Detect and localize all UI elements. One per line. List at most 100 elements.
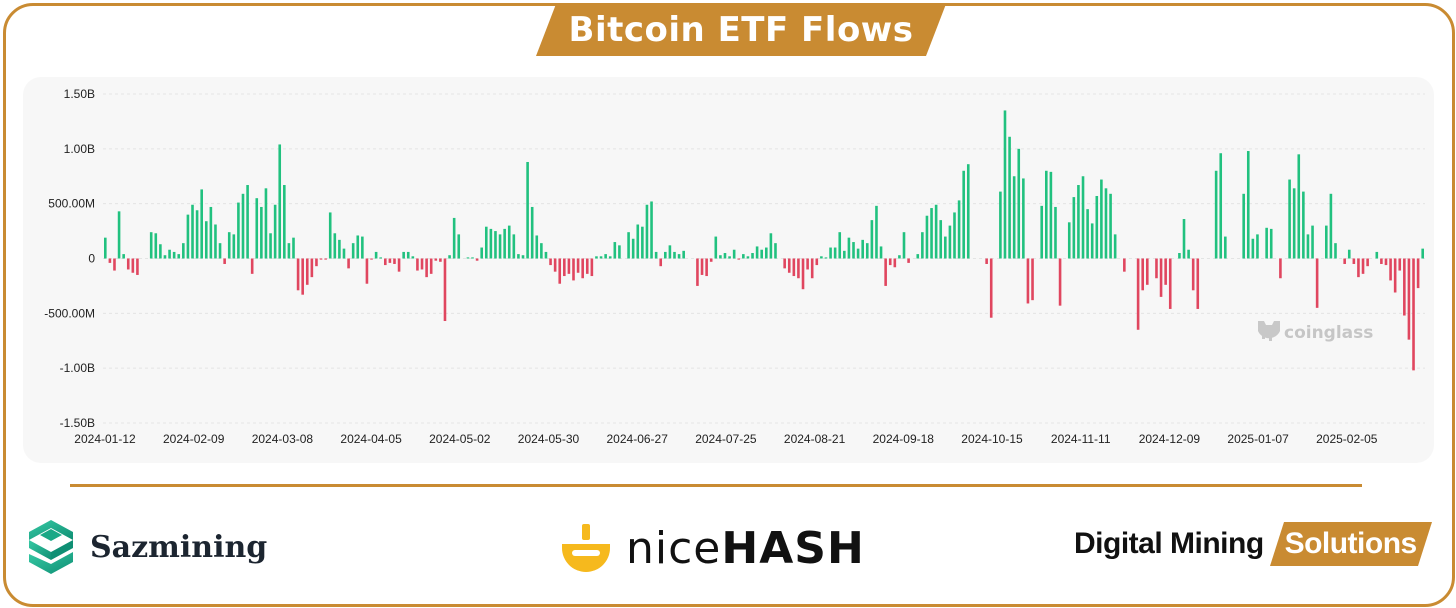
flow-bar [852,242,855,259]
flow-bar [1343,258,1346,264]
flow-bar [1334,243,1337,259]
flow-bar [402,251,405,259]
flow-bar [1086,209,1089,259]
flow-bar [1095,195,1099,259]
flow-bar [1279,258,1282,279]
flow-bar [1311,225,1314,259]
flow-bar [925,215,929,259]
flow-bar [1040,205,1044,259]
flow-bar [315,258,318,267]
flow-bar [1265,227,1268,259]
flow-bar [618,245,621,259]
flow-bar [425,258,428,278]
flow-bar [599,256,603,259]
flow-bar [1049,171,1053,259]
coinglass-icon [1258,321,1280,341]
flow-bar [1325,225,1328,259]
flow-bar [273,204,277,259]
y-tick-label: 0 [88,252,95,266]
flow-bar [232,234,236,259]
flow-bar [200,189,203,259]
flow-bar [875,205,878,259]
flow-bar [370,258,373,260]
flow-bar [673,251,676,259]
flow-bar [1164,258,1167,285]
flow-bar [347,258,350,269]
flow-bar [732,249,736,259]
flow-bar [934,204,938,259]
x-tick-label: 2024-05-30 [518,432,580,446]
flow-bar [1366,258,1369,267]
flow-bar [544,251,548,259]
flow-bar [682,250,685,259]
flow-bar [1306,234,1310,259]
flow-bar [824,257,828,259]
flow-bar [870,220,874,259]
flow-bar [1077,185,1080,259]
flow-bar [792,258,796,277]
flow-bar [829,247,832,259]
x-tick-label: 2024-08-21 [784,432,846,446]
flow-bar [783,258,786,269]
x-tick-label: 2025-02-05 [1316,432,1378,446]
flow-bar [1113,234,1117,259]
flow-bar [989,258,993,318]
x-tick-label: 2024-04-05 [340,432,402,446]
flow-bar [255,198,259,259]
flow-bar [397,258,401,272]
flow-bar [865,243,869,259]
flow-bar [645,204,649,259]
flow-bar [590,258,594,277]
flow-bar [204,221,208,259]
y-tick-label: -1.00B [60,361,95,375]
flow-bar [585,258,589,274]
flow-bar [241,193,245,259]
flow-bar [218,243,222,259]
flow-bar [296,258,300,291]
flow-bar [1407,258,1411,340]
flow-bar [884,258,887,286]
flow-bar [820,256,823,259]
flow-bar [1421,248,1424,259]
flow-bar [1141,258,1144,291]
flow-bar [246,185,249,259]
flow-bar [535,235,539,259]
flow-bar [856,248,860,259]
flow-bar [1246,151,1250,259]
flow-bar [471,257,474,259]
flow-bar [1104,188,1108,259]
watermark: coinglass [1258,321,1373,343]
flow-bar [636,224,640,259]
flow-bar [654,251,658,259]
flow-bar [627,232,630,259]
chart-panel: 1.50B 1.00B 500.00M 0 -500.00M -1.00B -1.50B 2… [23,77,1434,463]
flow-bar [1058,258,1062,306]
flow-bar [746,256,750,259]
flow-bar [1256,234,1259,259]
flow-bar [351,243,355,259]
flow-bar [416,258,419,271]
watermark-text: coinglass [1284,323,1373,343]
y-tick-label: 1.50B [64,87,95,101]
flow-bar [342,248,346,259]
x-tick-label: 2024-11-11 [1051,432,1111,446]
flow-bar [1412,258,1415,371]
flow-bar [1269,228,1273,259]
flow-bar [769,233,773,259]
flow-bar [572,258,575,281]
flow-bar [806,258,809,270]
flow-bar [429,258,433,274]
flow-bar [787,258,791,273]
flow-bar [709,258,713,262]
flow-bar [1012,176,1016,259]
flow-bar [737,258,741,260]
y-tick-label: 1.00B [64,142,95,156]
flow-bar [838,232,842,259]
flow-bar [411,256,415,259]
flow-bar [260,206,263,259]
flow-bar [659,258,663,267]
flow-bar [801,258,805,290]
flow-bar [1329,193,1333,259]
flow-bar [149,232,153,259]
flow-bar [1416,258,1420,289]
